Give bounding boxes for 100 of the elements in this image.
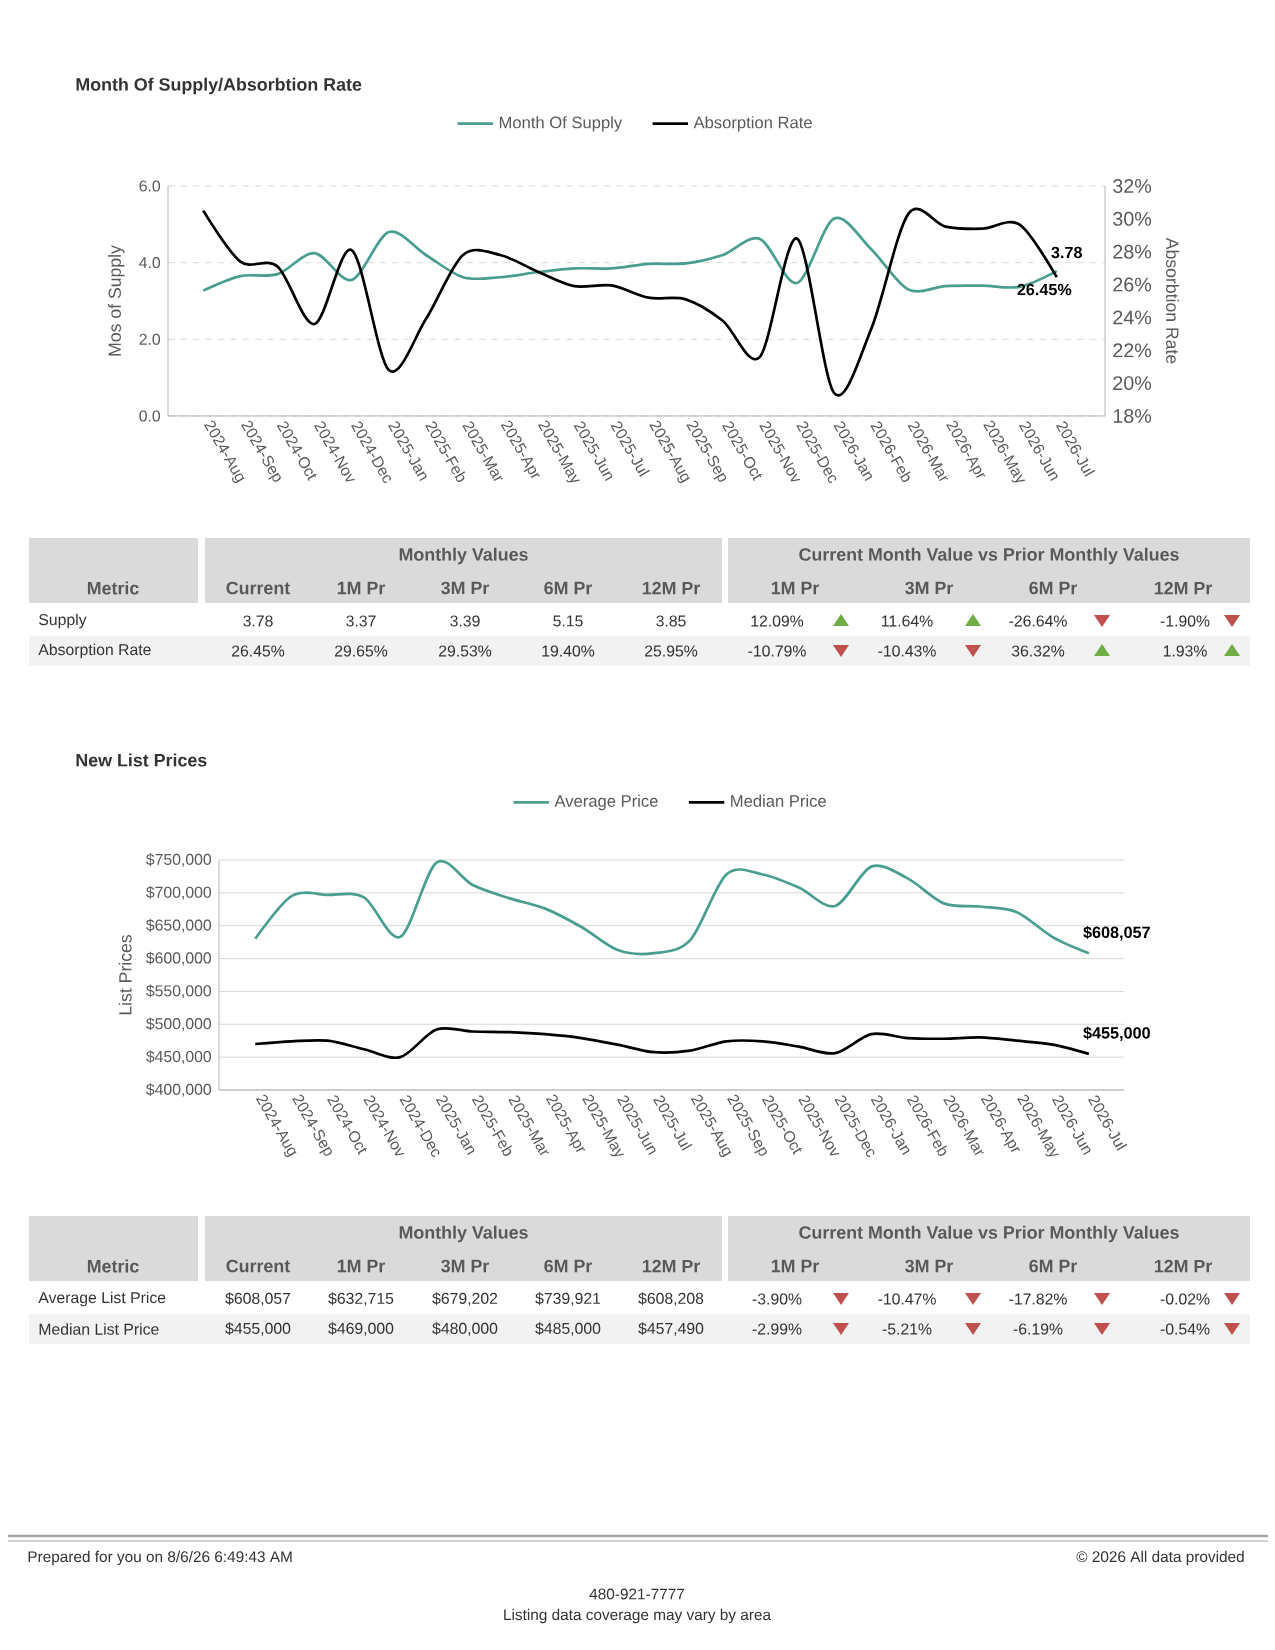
chart-title: Month Of Supply/Absorbtion Rate bbox=[76, 77, 362, 95]
text: $455,000 bbox=[225, 1322, 291, 1336]
text: -5.21% bbox=[882, 1323, 932, 1335]
category-label: 6M Pr bbox=[1029, 581, 1078, 595]
y-tick-label: $550,000 bbox=[146, 984, 212, 999]
text: © 2026 All data provided bbox=[1076, 1550, 1244, 1566]
y-tick-label: $700,000 bbox=[146, 886, 212, 900]
text: 11.64% bbox=[882, 615, 933, 627]
data-label: $608,057 bbox=[1083, 925, 1150, 941]
legend-label: Month Of Supply bbox=[499, 116, 623, 132]
text: 29.53% bbox=[439, 645, 492, 657]
category-label: 12M Pr bbox=[1154, 581, 1212, 595]
y2-tick-label: 32% bbox=[1113, 179, 1152, 193]
text: $480,000 bbox=[432, 1322, 498, 1336]
y-tick-label: $450,000 bbox=[146, 1050, 212, 1064]
text: $457,490 bbox=[638, 1322, 704, 1336]
y2-tick-label: 26% bbox=[1113, 277, 1152, 292]
text: 480-921-7777 bbox=[589, 1588, 685, 1600]
data-label: 26.45% bbox=[1017, 283, 1072, 296]
y-tick-label: 6.0 bbox=[139, 180, 161, 192]
text: $485,000 bbox=[535, 1322, 601, 1336]
legend-label: Average Price bbox=[554, 794, 658, 811]
category-label: 3M Pr bbox=[441, 1259, 490, 1273]
text: $679,202 bbox=[432, 1292, 498, 1306]
y-axis-title: Mos of Supply bbox=[108, 245, 125, 356]
text: Current Month Value vs Prior Monthly Values bbox=[799, 547, 1179, 565]
y2-tick-label: 18% bbox=[1113, 409, 1152, 423]
text: 19.40% bbox=[542, 645, 595, 657]
y-tick-label: $600,000 bbox=[146, 951, 212, 966]
text: 1.93% bbox=[1163, 645, 1207, 657]
y2-tick-label: 28% bbox=[1113, 244, 1152, 259]
text: -10.47% bbox=[878, 1293, 936, 1305]
category-label: Average List Price bbox=[38, 1291, 166, 1307]
text: 12.09% bbox=[751, 615, 804, 627]
category-label: 12M Pr bbox=[642, 1259, 700, 1273]
y2-tick-label: 30% bbox=[1113, 211, 1152, 226]
category-label: Current bbox=[226, 1259, 291, 1273]
category-label: 6M Pr bbox=[1029, 1259, 1078, 1273]
y2-tick-label: 22% bbox=[1113, 343, 1152, 358]
text: 25.95% bbox=[645, 645, 698, 657]
category-label: 3M Pr bbox=[905, 1259, 954, 1273]
y-axis-title: List Prices bbox=[118, 934, 132, 1015]
category-label: Metric bbox=[87, 581, 139, 595]
text: 36.32% bbox=[1011, 645, 1065, 657]
text: $608,057 bbox=[225, 1292, 291, 1306]
text: -17.82% bbox=[1009, 1293, 1067, 1305]
text: Monthly Values bbox=[399, 1225, 528, 1243]
text: $469,000 bbox=[328, 1322, 394, 1336]
legend-label: Absorption Rate bbox=[693, 116, 812, 132]
text: Monthly Values bbox=[399, 547, 528, 565]
text: Listing data coverage may vary by area bbox=[504, 1608, 772, 1624]
text: 5.15 bbox=[553, 615, 583, 627]
category-label: Absorption Rate bbox=[38, 643, 151, 659]
y-tick-label: $650,000 bbox=[146, 918, 212, 933]
y2-tick-label: 24% bbox=[1113, 310, 1152, 325]
text: -10.43% bbox=[878, 645, 936, 657]
category-label: Median List Price bbox=[39, 1323, 159, 1335]
category-label: 1M Pr bbox=[771, 1259, 820, 1273]
y2-tick-label: 20% bbox=[1113, 376, 1152, 391]
category-label: 3M Pr bbox=[441, 581, 490, 595]
text: 3.78 bbox=[243, 615, 273, 627]
chart-title: New List Prices bbox=[76, 753, 207, 767]
text: -10.79% bbox=[748, 645, 806, 657]
category-label: 6M Pr bbox=[544, 581, 593, 595]
text: -0.54% bbox=[1160, 1323, 1210, 1335]
category-label: 3M Pr bbox=[905, 581, 954, 595]
text: $739,921 bbox=[535, 1292, 601, 1306]
y-tick-label: $500,000 bbox=[146, 1017, 212, 1032]
y-tick-label: 0.0 bbox=[139, 410, 161, 422]
category-label: Metric bbox=[87, 1259, 139, 1273]
y-tick-label: 4.0 bbox=[139, 257, 161, 269]
text: -0.02% bbox=[1160, 1293, 1210, 1305]
category-label: 1M Pr bbox=[771, 581, 820, 595]
y2-axis-title: Absorbtion Rate bbox=[1166, 237, 1180, 364]
text: 3.37 bbox=[346, 615, 376, 627]
category-label: 1M Pr bbox=[337, 581, 386, 595]
text: -26.64% bbox=[1009, 615, 1067, 627]
text: 26.45% bbox=[232, 645, 285, 657]
text: 29.65% bbox=[335, 645, 388, 657]
category-label: 6M Pr bbox=[544, 1259, 593, 1273]
y-tick-label: $400,000 bbox=[146, 1083, 212, 1097]
y-tick-label: $750,000 bbox=[146, 853, 212, 867]
category-label: 12M Pr bbox=[642, 581, 700, 595]
category-label: Current bbox=[226, 581, 291, 595]
text: Prepared for you on 8/6/26 6:49:43 AM bbox=[28, 1550, 292, 1566]
text: -2.99% bbox=[752, 1323, 802, 1335]
y-tick-label: 2.0 bbox=[139, 333, 161, 345]
text: -3.90% bbox=[752, 1293, 802, 1305]
text: $608,208 bbox=[638, 1292, 704, 1306]
text: $632,715 bbox=[328, 1292, 394, 1306]
text: -6.19% bbox=[1013, 1323, 1063, 1335]
data-label: 3.78 bbox=[1051, 246, 1082, 259]
legend-label: Median Price bbox=[731, 794, 826, 807]
category-label: 1M Pr bbox=[337, 1259, 386, 1273]
category-label: Supply bbox=[39, 613, 87, 629]
text: -1.90% bbox=[1160, 615, 1210, 627]
category-label: 12M Pr bbox=[1154, 1259, 1212, 1273]
text: 3.85 bbox=[656, 615, 686, 627]
text: 3.39 bbox=[450, 615, 480, 627]
data-label: $455,000 bbox=[1083, 1026, 1150, 1041]
